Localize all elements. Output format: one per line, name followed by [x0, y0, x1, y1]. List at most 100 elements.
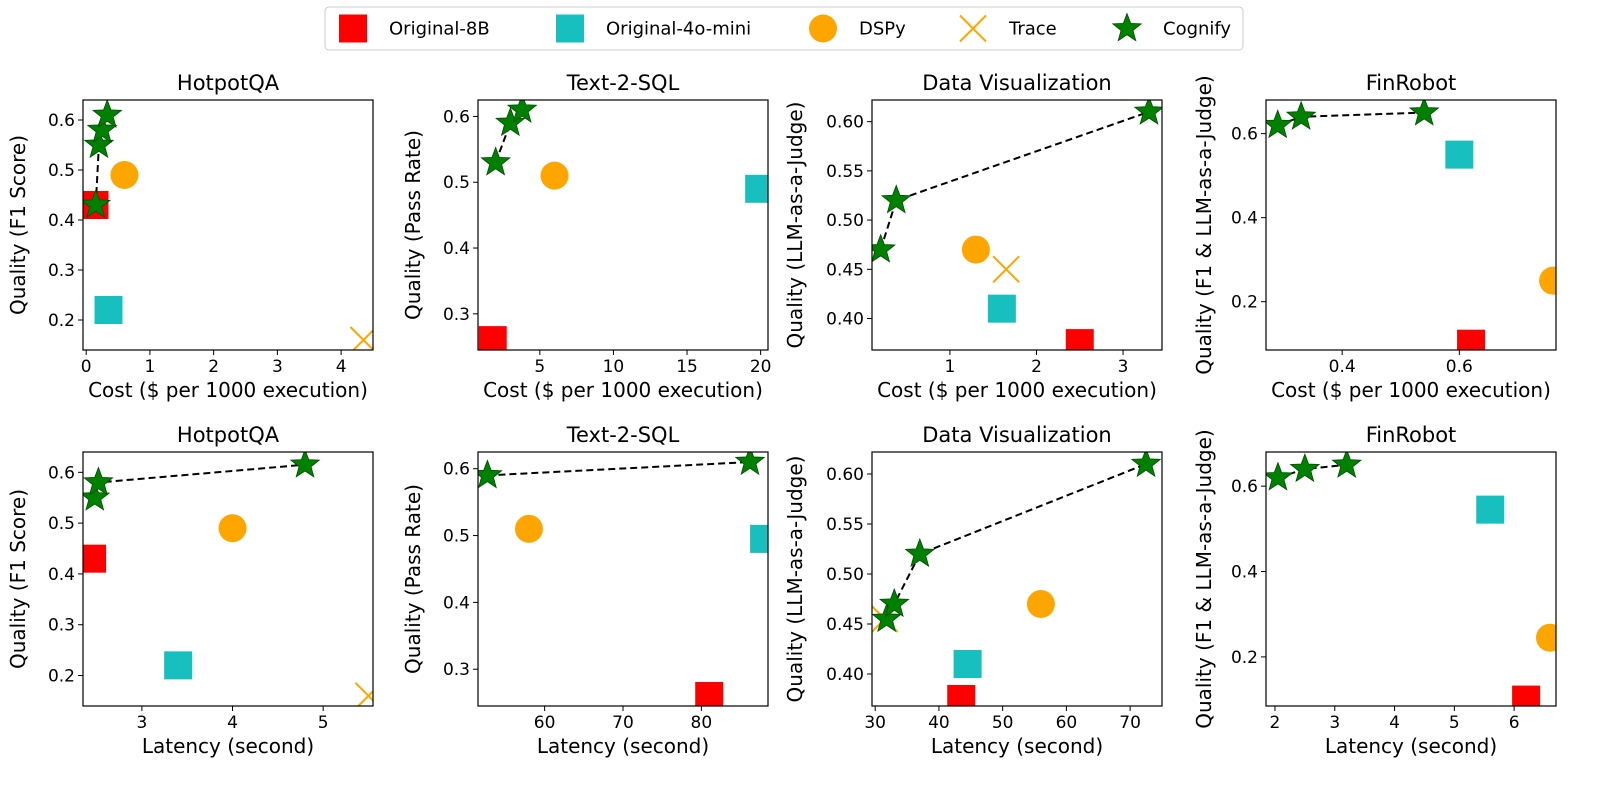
x-tick-label: 0 [81, 357, 92, 377]
y-tick-label: 0.3 [48, 261, 75, 281]
panel-title: FinRobot [1366, 423, 1457, 447]
point-cognify [1331, 452, 1363, 478]
x-axis-label: Latency (second) [537, 734, 709, 758]
point-cognify [734, 452, 766, 476]
point-cognify [478, 459, 503, 489]
point-cognify [83, 466, 114, 496]
panel-1-hotpotqa: HotpotQA 0 1 2 3 4 0.2 0.3 0.4 0.5 0.6 Cost ($ per … [6, 71, 374, 402]
plot-area [872, 452, 1162, 706]
axes-frame [477, 99, 769, 351]
point-original-8b [1065, 329, 1094, 350]
y-axis-label: Quality (F1 Score) [6, 489, 30, 669]
y-axis-label: Quality (Pass Rate) [401, 130, 425, 320]
y-tick-label: 0.2 [48, 311, 75, 331]
y-tick-label: 0.45 [826, 615, 864, 635]
point-cognify [1133, 100, 1162, 125]
x-axis-label: Cost ($ per 1000 execution) [483, 378, 763, 402]
point-cognify [904, 537, 936, 568]
point-cognify [480, 146, 512, 176]
y-tick-label: 0.4 [48, 211, 75, 231]
legend-marker-original-8b [339, 14, 367, 43]
x-tick-label: 4 [227, 713, 238, 733]
y-tick-label: 0.2 [1231, 293, 1258, 313]
plot-area [83, 100, 373, 350]
y-tick-label: 0.60 [826, 465, 864, 485]
point-original-4o-mini [164, 651, 193, 680]
point-trace [992, 255, 1020, 283]
plot-area [1266, 452, 1556, 706]
panel-title: Text-2-SQL [566, 423, 680, 447]
y-tick-label: 0.4 [443, 239, 470, 259]
point-trace [354, 682, 373, 706]
plot-area [872, 100, 1162, 350]
point-dspy [1026, 590, 1055, 618]
point-dspy [1536, 623, 1556, 652]
legend-marker-trace [959, 14, 987, 43]
y-tick-label: 0.40 [826, 665, 864, 685]
axes-frame [871, 451, 1163, 707]
point-cognify [1285, 100, 1317, 130]
y-tick-label: 0.6 [443, 107, 470, 127]
cognify-frontier-line [885, 463, 1147, 620]
x-axis-label: Cost ($ per 1000 execution) [88, 378, 368, 402]
point-dspy [514, 514, 543, 543]
point-original-4o-mini [953, 650, 982, 678]
point-dspy [1539, 266, 1556, 295]
point-original-8b [1457, 329, 1486, 350]
legend-label-original-8b: Original-8B [389, 19, 490, 40]
y-axis-label: Quality (Pass Rate) [401, 484, 425, 674]
axes-frame [1265, 451, 1557, 707]
y-tick-label: 0.4 [1231, 563, 1258, 583]
x-tick-label: 5 [318, 713, 329, 733]
y-tick-label: 0.2 [1231, 648, 1258, 668]
legend: Original-8B Original-4o-mini DSPy Trace Cogn… [324, 6, 1244, 51]
axes-frame [871, 99, 1163, 351]
point-cognify [878, 587, 910, 618]
plot-area [1266, 100, 1556, 350]
x-tick-label: 60 [534, 713, 556, 733]
y-tick-label: 0.50 [826, 211, 864, 231]
x-tick-label: 4 [1389, 713, 1400, 733]
y-tick-label: 0.45 [826, 260, 864, 280]
point-cognify [506, 100, 538, 123]
x-tick-label: 4 [336, 357, 347, 377]
panel-title: Text-2-SQL [566, 71, 680, 95]
y-axis-label: Quality (LLM-as-a-Judge) [783, 456, 807, 703]
legend-marker-original-4o-mini [556, 14, 584, 43]
x-tick-label: 6 [1509, 713, 1520, 733]
point-original-4o-mini [987, 294, 1016, 323]
point-cognify [1130, 452, 1162, 478]
panel-title: Data Visualization [922, 423, 1111, 447]
x-tick-label: 80 [691, 713, 713, 733]
point-original-4o-mini [1445, 140, 1474, 169]
legend-entry-cognify: Cognify [1111, 12, 1231, 42]
x-tick-label: 0.4 [1329, 357, 1356, 377]
point-cognify [880, 184, 912, 214]
x-tick-label: 2 [1031, 357, 1042, 377]
x-tick-label: 15 [676, 357, 698, 377]
point-original-8b [478, 326, 507, 350]
point-cognify [872, 602, 903, 633]
legend-label-original-4o-mini: Original-4o-mini [606, 19, 751, 40]
x-tick-label: 70 [1119, 713, 1141, 733]
y-tick-label: 0.4 [48, 565, 75, 585]
y-tick-label: 0.3 [443, 660, 470, 680]
y-tick-label: 0.2 [48, 667, 75, 687]
y-tick-label: 0.5 [48, 161, 75, 181]
y-tick-label: 0.6 [48, 463, 75, 483]
y-tick-label: 0.5 [443, 527, 470, 547]
y-axis-label: Quality (LLM-as-a-Judge) [783, 102, 807, 349]
legend-label-dspy: DSPy [859, 19, 906, 40]
panel-6-text-2-sql: Text-2-SQL 60 70 80 0.3 0.4 0.5 0.6 Latency (sec… [401, 423, 769, 758]
y-axis-label: Quality (F1 & LLM-as-a-Judge) [1192, 75, 1216, 374]
panel-8-finrobot: FinRobot 2 3 4 5 6 0.2 0.4 0.6 Latency (second) Qu… [1192, 423, 1557, 758]
x-axis-label: Latency (second) [931, 734, 1103, 758]
axes-frame [1265, 99, 1557, 351]
y-tick-label: 0.5 [443, 173, 470, 193]
panel-title: Data Visualization [922, 71, 1111, 95]
point-original-8b [695, 681, 724, 706]
x-tick-label: 3 [136, 713, 147, 733]
legend-marker-dspy [809, 14, 837, 43]
